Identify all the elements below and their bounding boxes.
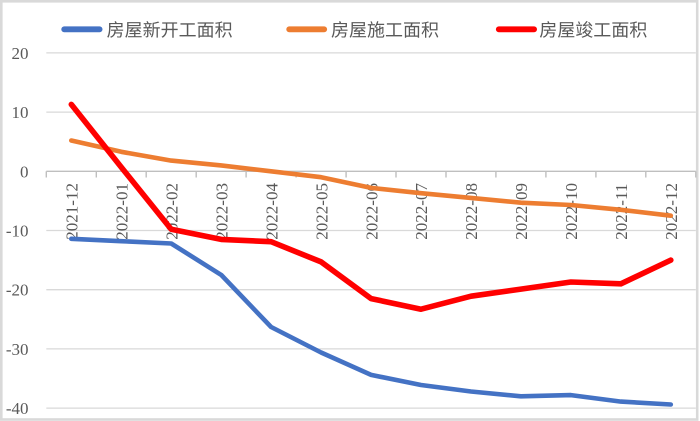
svg-text:2022-10: 2022-10 (562, 183, 581, 240)
svg-text:2022-03: 2022-03 (212, 183, 231, 240)
svg-text:2021-12: 2021-12 (63, 183, 82, 240)
svg-text:2022-09: 2022-09 (512, 183, 531, 240)
svg-text:2022-06: 2022-06 (362, 183, 381, 240)
svg-text:2022-07: 2022-07 (412, 183, 431, 240)
svg-text:2022-01: 2022-01 (113, 183, 132, 240)
svg-text:2022-08: 2022-08 (462, 183, 481, 240)
svg-text:0: 0 (20, 162, 29, 181)
svg-text:-10: -10 (6, 222, 29, 241)
svg-text:20: 20 (12, 44, 29, 63)
svg-text:2022-04: 2022-04 (262, 183, 281, 240)
svg-text:10: 10 (12, 103, 29, 122)
svg-text:-40: -40 (6, 399, 29, 418)
svg-text:-20: -20 (6, 281, 29, 300)
svg-text:-30: -30 (6, 340, 29, 359)
svg-text:2022-05: 2022-05 (312, 183, 331, 240)
svg-text:2022-12: 2022-12 (662, 183, 681, 240)
